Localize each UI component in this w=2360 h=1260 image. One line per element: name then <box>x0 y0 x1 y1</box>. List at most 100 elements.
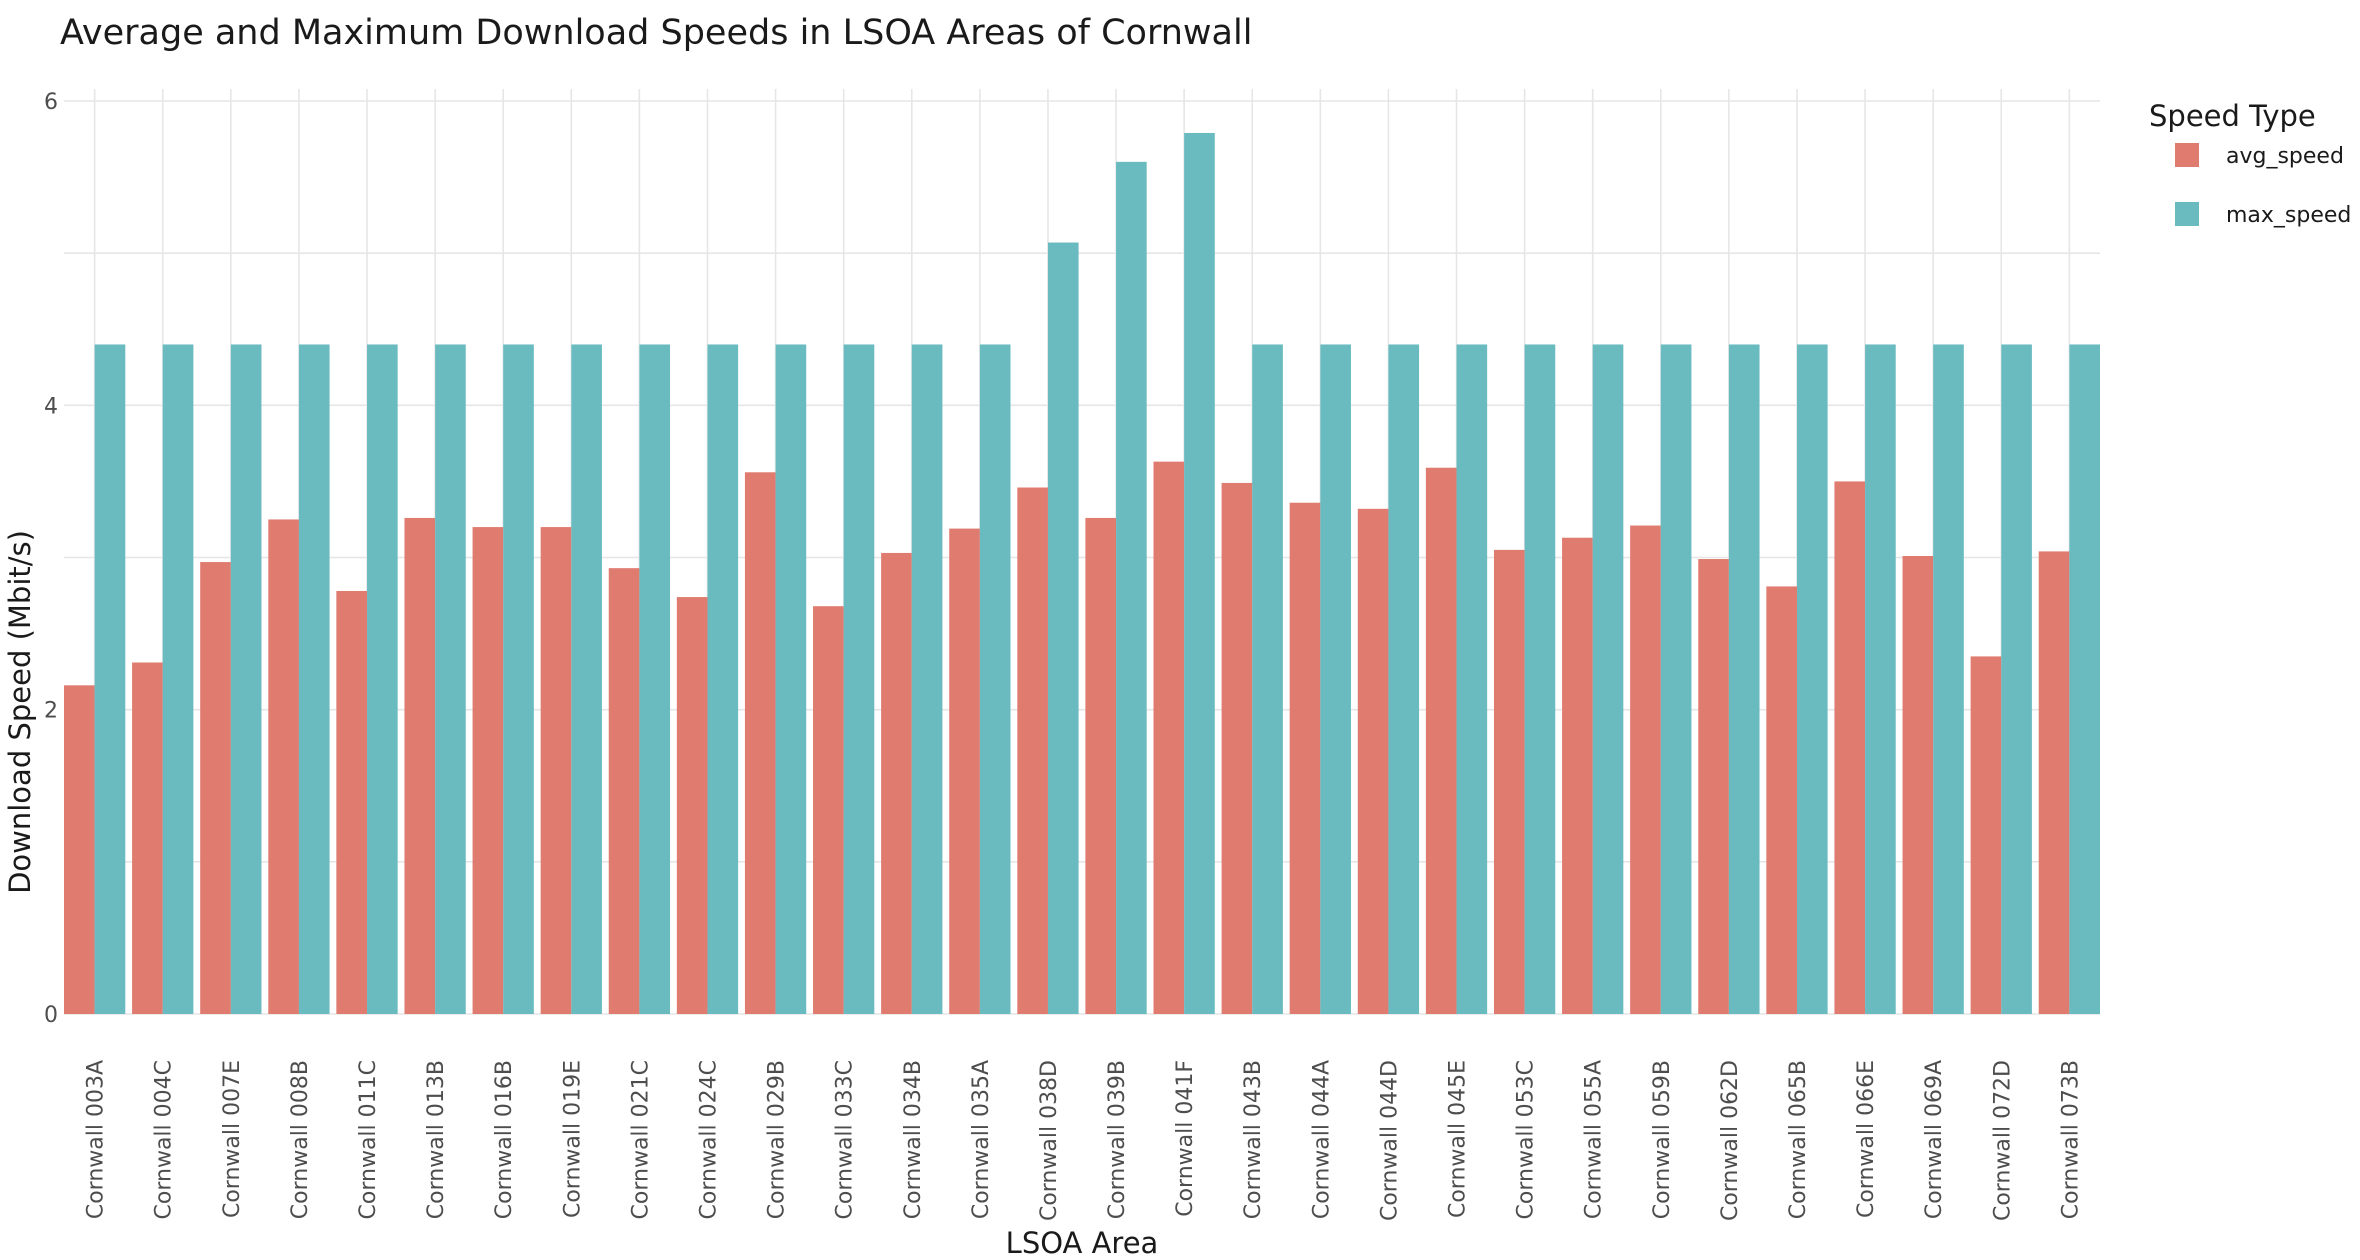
legend-label-avg_speed: avg_speed <box>2226 144 2344 169</box>
bar-avg_speed <box>1698 559 1729 1014</box>
bar-avg_speed <box>1970 656 2002 1014</box>
bar-avg_speed <box>64 685 95 1014</box>
x-tick-label: Cornwall 011C <box>356 1060 381 1219</box>
x-tick-label: Cornwall 062D <box>1718 1060 1743 1221</box>
x-tick-label: Cornwall 059B <box>1650 1060 1675 1219</box>
bar-max_speed <box>1047 242 1079 1014</box>
bar-avg_speed <box>1289 502 1321 1014</box>
bar-avg_speed <box>472 527 504 1014</box>
bar-max_speed <box>2001 344 2032 1014</box>
bar-max_speed <box>639 344 671 1014</box>
y-tick-label: 6 <box>44 90 58 115</box>
x-tick-label: Cornwall 038D <box>1037 1060 1062 1221</box>
bar-avg_speed <box>676 597 708 1014</box>
x-tick-label: Cornwall 004C <box>152 1060 177 1219</box>
bar-max_speed <box>1116 161 1147 1014</box>
bar-max_speed <box>298 344 330 1014</box>
legend-title: Speed Type <box>2149 99 2316 133</box>
bar-max_speed <box>979 344 1011 1014</box>
x-tick-label: Cornwall 029B <box>765 1060 790 1219</box>
x-tick-label: Cornwall 003A <box>84 1060 109 1219</box>
bar-max_speed <box>1796 344 1828 1014</box>
bar-avg_speed <box>813 606 844 1014</box>
bar-avg_speed <box>1221 482 1253 1014</box>
bar-avg_speed <box>1085 517 1117 1014</box>
x-tick-label: Cornwall 039B <box>1105 1060 1130 1219</box>
x-tick-label: Cornwall 043B <box>1241 1060 1266 1219</box>
bar-avg_speed <box>1153 461 1185 1014</box>
bar-avg_speed <box>404 517 436 1014</box>
legend-swatch-avg_speed <box>2175 143 2199 167</box>
bar-avg_speed <box>1902 555 1934 1014</box>
bar-max_speed <box>1184 132 1215 1014</box>
bar-max_speed <box>367 344 398 1014</box>
bar-max_speed <box>503 344 534 1014</box>
y-tick-label: 2 <box>44 699 58 724</box>
bar-avg_speed <box>1357 508 1389 1014</box>
bar-avg_speed <box>268 519 299 1014</box>
legend-label-max_speed: max_speed <box>2226 203 2351 228</box>
bar-avg_speed <box>1562 537 1593 1014</box>
bar-max_speed <box>1252 344 1283 1014</box>
x-tick-label: Cornwall 073B <box>2058 1060 2083 1219</box>
legend: Speed Type avg_speed max_speed <box>2149 99 2351 228</box>
x-tick-label: Cornwall 035A <box>969 1060 994 1219</box>
x-tick-label: Cornwall 066E <box>1854 1060 1879 1218</box>
x-tick-label: Cornwall 044D <box>1377 1060 1402 1221</box>
y-tick-label: 0 <box>44 1003 58 1028</box>
bar-max_speed <box>2069 344 2100 1014</box>
bar-avg_speed <box>1766 586 1797 1014</box>
chart-title: Average and Maximum Download Speeds in L… <box>60 13 1252 53</box>
x-axis-ticks: Cornwall 003A Cornwall 004C Cornwall 007E C… <box>84 1060 2084 1221</box>
bar-avg_speed <box>132 662 163 1014</box>
bar-max_speed <box>1524 344 1556 1014</box>
bar-max_speed <box>707 344 739 1014</box>
bar-max_speed <box>1933 344 1964 1014</box>
bar-avg_speed <box>200 562 231 1014</box>
x-tick-label: Cornwall 024C <box>696 1060 721 1219</box>
bar-avg_speed <box>1425 467 1457 1014</box>
x-tick-label: Cornwall 044A <box>1309 1060 1334 1219</box>
bar-avg_speed <box>744 472 776 1015</box>
x-tick-label: Cornwall 055A <box>1582 1060 1607 1219</box>
bar-max_speed <box>1592 344 1624 1014</box>
bar-max_speed <box>1865 344 1896 1014</box>
bar-avg_speed <box>608 568 640 1014</box>
x-tick-label: Cornwall 021C <box>628 1060 653 1219</box>
bar-avg_speed <box>1017 487 1048 1015</box>
bars <box>64 132 2100 1015</box>
bar-max_speed <box>1456 344 1488 1014</box>
x-tick-label: Cornwall 045E <box>1446 1060 1471 1218</box>
y-tick-label: 4 <box>44 394 58 419</box>
bar-avg_speed <box>1493 549 1525 1014</box>
x-tick-label: Cornwall 053C <box>1514 1060 1539 1219</box>
legend-swatch-max_speed <box>2175 202 2199 226</box>
bar-max_speed <box>1320 344 1351 1014</box>
bar-avg_speed <box>540 527 572 1014</box>
bar-avg_speed <box>1834 481 1866 1015</box>
bar-max_speed <box>162 344 194 1014</box>
bar-avg_speed <box>336 590 368 1014</box>
bar-max_speed <box>571 344 602 1014</box>
bar-max_speed <box>1728 344 1760 1014</box>
bar-max_speed <box>775 344 807 1014</box>
bar-max_speed <box>1388 344 1420 1014</box>
x-tick-label: Cornwall 016B <box>492 1060 517 1219</box>
bar-max_speed <box>911 344 943 1014</box>
bar-avg_speed <box>2038 551 2070 1014</box>
bar-avg_speed <box>949 528 980 1014</box>
bar-max_speed <box>843 344 875 1014</box>
x-axis-title: LSOA Area <box>1006 1226 1159 1260</box>
x-tick-label: Cornwall 013B <box>424 1060 449 1219</box>
bar-max_speed <box>435 344 466 1014</box>
bar-max_speed <box>94 344 126 1014</box>
y-axis-ticks: 0 2 4 6 <box>44 90 58 1028</box>
bar-max_speed <box>230 344 262 1014</box>
x-tick-label: Cornwall 008B <box>288 1060 313 1219</box>
x-tick-label: Cornwall 034B <box>901 1060 926 1219</box>
bar-avg_speed <box>1630 525 1661 1014</box>
x-tick-label: Cornwall 019E <box>560 1060 585 1218</box>
x-tick-label: Cornwall 072D <box>1990 1060 2015 1221</box>
y-axis-title: Download Speed (Mbit/s) <box>3 530 37 894</box>
